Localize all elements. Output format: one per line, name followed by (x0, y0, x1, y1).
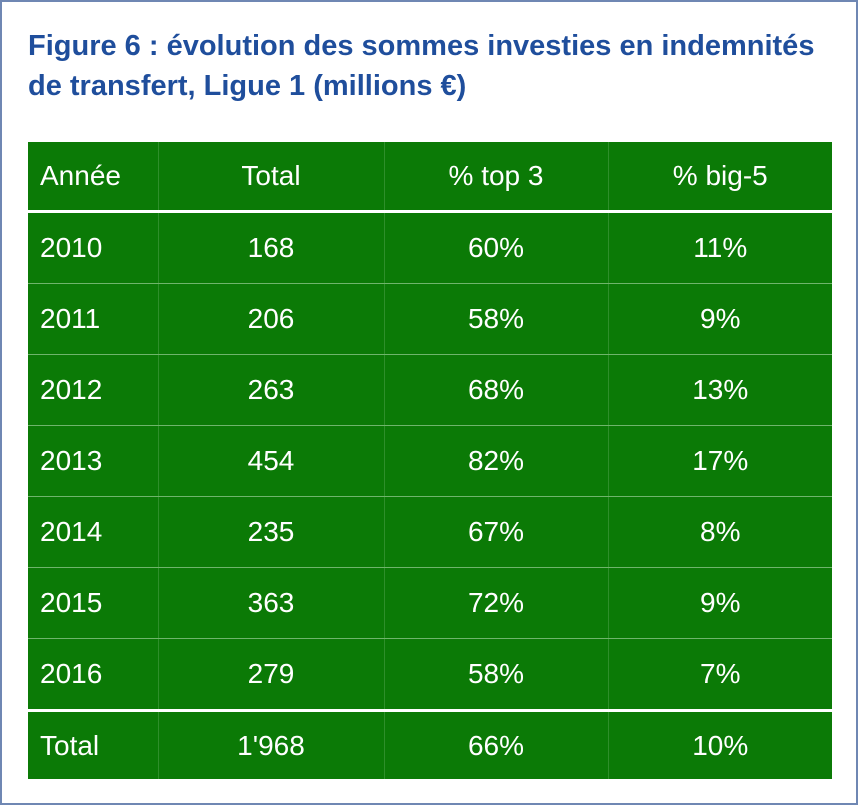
cell-annee: 2011 (28, 283, 159, 355)
cell-annee: 2013 (28, 425, 159, 497)
cell-big5: 7% (608, 638, 832, 711)
table-row: 2010 168 60% 11% (28, 211, 832, 284)
table-row: 2012 263 68% 13% (28, 354, 832, 426)
figure-title: Figure 6 : évolution des sommes investie… (28, 30, 815, 102)
cell-total: 1'968 (158, 709, 385, 779)
table-row: 2016 279 58% 7% (28, 638, 832, 711)
cell-total: 279 (158, 638, 385, 711)
column-header-annee: Année (28, 142, 159, 213)
cell-annee: 2016 (28, 638, 159, 711)
cell-total: 235 (158, 496, 385, 568)
cell-top3: 72% (384, 567, 609, 639)
cell-annee: 2015 (28, 567, 159, 639)
cell-big5: 11% (608, 211, 832, 284)
cell-total: 168 (158, 211, 385, 284)
table-header-row: Année Total% top 3% big-5 (28, 142, 832, 213)
cell-big5: 17% (608, 425, 832, 497)
column-header-big5: % big-5 (608, 142, 832, 213)
cell-total: 263 (158, 354, 385, 426)
cell-total: 454 (158, 425, 385, 497)
cell-big5: 10% (608, 709, 832, 779)
table-row: 2014 235 67% 8% (28, 496, 832, 568)
cell-top3: 68% (384, 354, 609, 426)
table-row: 2015 363 72% 9% (28, 567, 832, 639)
cell-annee: Total (28, 709, 159, 779)
cell-big5: 9% (608, 567, 832, 639)
cell-big5: 9% (608, 283, 832, 355)
cell-annee: 2014 (28, 496, 159, 568)
cell-big5: 13% (608, 354, 832, 426)
table-body: 2010 168 60% 11% 2011 206 58% 9% 2012 263 68% 13% 20… (28, 211, 832, 779)
cell-total: 206 (158, 283, 385, 355)
cell-top3: 67% (384, 496, 609, 568)
cell-annee: 2010 (28, 211, 159, 284)
table-row: 2011 206 58% 9% (28, 283, 832, 355)
cell-top3: 60% (384, 211, 609, 284)
cell-big5: 8% (608, 496, 832, 568)
column-header-total: Total (158, 142, 385, 213)
cell-total: 363 (158, 567, 385, 639)
data-table: Année Total% top 3% big-5 2010 168 60% 11% 20… (28, 142, 832, 779)
cell-top3: 66% (384, 709, 609, 779)
cell-top3: 58% (384, 638, 609, 711)
column-header-top3: % top 3 (384, 142, 609, 213)
cell-top3: 58% (384, 283, 609, 355)
table-total-row: Total 1'968 66% 10% (28, 709, 832, 779)
table-row: 2013 454 82% 17% (28, 425, 832, 497)
cell-top3: 82% (384, 425, 609, 497)
cell-annee: 2012 (28, 354, 159, 426)
